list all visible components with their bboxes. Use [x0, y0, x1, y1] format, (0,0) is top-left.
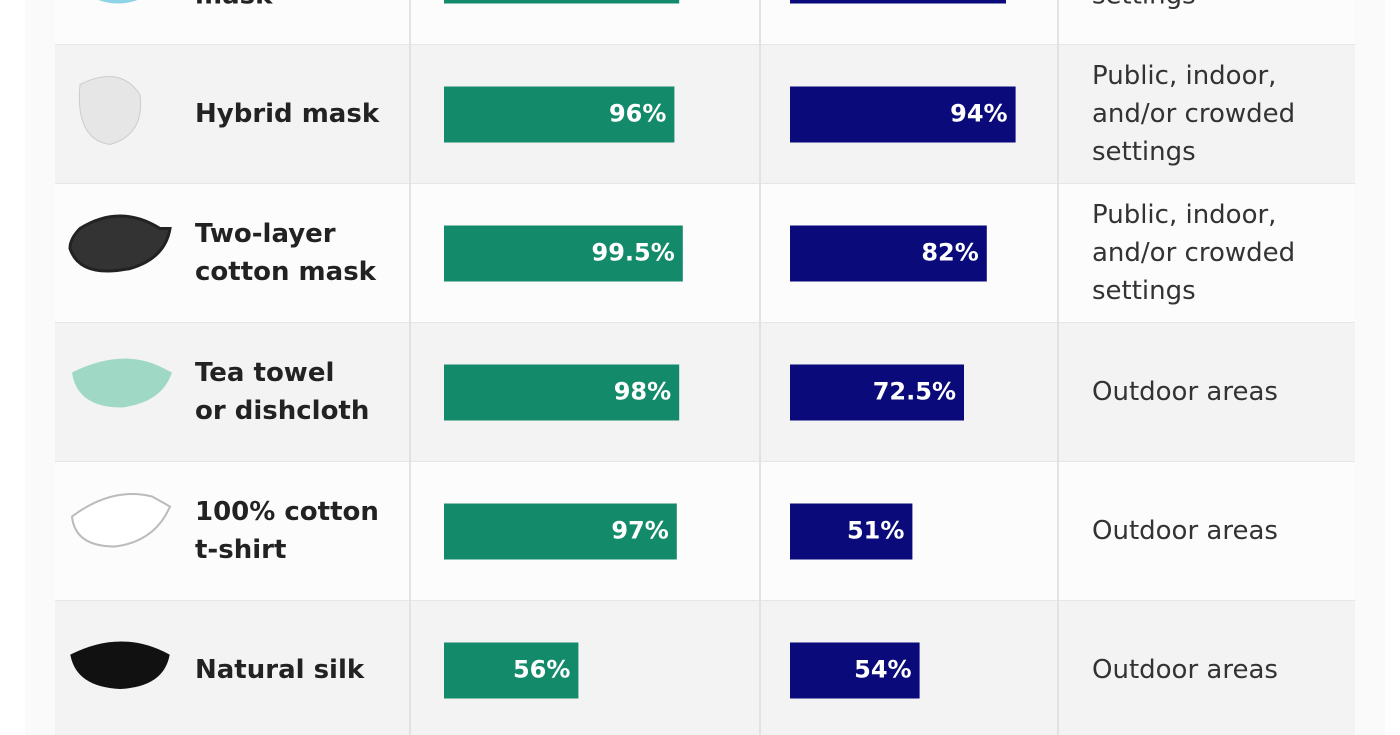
bar-label: 98% — [614, 378, 671, 406]
row-name: or dishcloth — [195, 396, 369, 426]
icon — [72, 358, 172, 408]
bar — [444, 225, 683, 282]
row-bg — [55, 184, 1355, 323]
row-name: Tea towel — [195, 358, 334, 388]
row-bg — [55, 45, 1355, 184]
bar — [444, 364, 680, 421]
row-name: 100% cotton — [195, 497, 379, 527]
row-bg — [55, 601, 1355, 735]
icon — [78, 76, 142, 146]
bar-label: 99.5% — [592, 239, 675, 267]
bar — [444, 642, 579, 699]
row-bg — [55, 0, 1355, 45]
bar — [444, 86, 675, 143]
bar — [444, 503, 677, 560]
row-name: Natural silk — [195, 655, 365, 685]
bar — [790, 225, 987, 282]
bar — [790, 503, 913, 560]
row-setting: Public, indoor, — [1092, 200, 1276, 230]
bar — [790, 86, 1016, 143]
row-setting: Outdoor areas — [1092, 655, 1278, 685]
row-name: Two-layer — [195, 219, 336, 249]
bar-label: 97% — [611, 517, 668, 545]
bar — [444, 0, 680, 4]
bar-label: 82% — [921, 239, 978, 267]
bar-label: 72.5% — [873, 378, 956, 406]
row-setting: and/or crowded — [1092, 99, 1295, 129]
row-setting: Outdoor areas — [1092, 377, 1278, 407]
row-bg — [55, 323, 1355, 462]
row-setting: and/or crowded — [1092, 238, 1295, 268]
icon — [98, 0, 138, 4]
row-bg — [55, 462, 1355, 601]
row-setting: Public, indoor, — [1092, 61, 1276, 91]
row-name: cotton mask — [195, 257, 377, 287]
icon — [70, 641, 170, 690]
bar — [790, 642, 920, 699]
bar-label: 54% — [854, 656, 911, 684]
row-name: t-shirt — [195, 535, 286, 565]
row-name: Hybrid mask — [195, 99, 380, 129]
icon — [68, 214, 172, 273]
icon — [70, 493, 172, 548]
row-setting: settings — [1092, 276, 1196, 306]
bar-label: 51% — [847, 517, 904, 545]
bar-label: 56% — [513, 656, 570, 684]
row-setting: settings — [1092, 0, 1196, 11]
row-name: mask — [195, 0, 273, 11]
bar-label: 94% — [950, 100, 1007, 128]
row-setting: Outdoor areas — [1092, 516, 1278, 546]
bar — [790, 364, 964, 421]
bar-label: 96% — [609, 100, 666, 128]
row-setting: settings — [1092, 137, 1196, 167]
bar — [790, 0, 1006, 4]
